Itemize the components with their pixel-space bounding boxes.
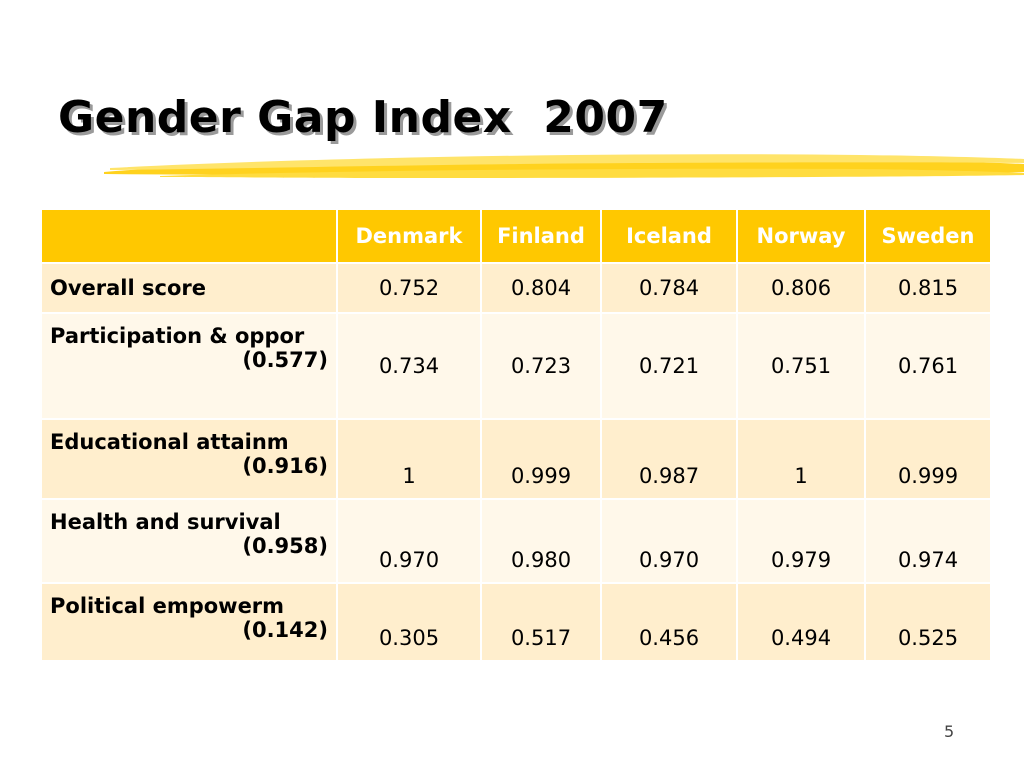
table-row-health: Health and survival (0.958) 0.970 0.980 … [42, 500, 990, 582]
row-label: Participation & oppor [50, 324, 305, 348]
column-header-iceland: Iceland [602, 210, 736, 262]
column-header-denmark: Denmark [338, 210, 480, 262]
value-cell: 0.999 [482, 420, 600, 498]
table-row-overall-score: Overall score 0.752 0.804 0.784 0.806 0.… [42, 264, 990, 312]
row-subscore: (0.577) [242, 348, 328, 372]
value-cell: 0.980 [482, 500, 600, 582]
row-label: Health and survival [50, 510, 281, 534]
value-cell: 0.525 [866, 584, 990, 660]
value-cell: 0.517 [482, 584, 600, 660]
value-cell: 0.806 [738, 264, 864, 312]
value-cell: 0.752 [338, 264, 480, 312]
value-cell: 0.999 [866, 420, 990, 498]
row-label-cell: Political empowerm (0.142) [42, 584, 336, 660]
value-cell: 0.456 [602, 584, 736, 660]
value-cell: 0.979 [738, 500, 864, 582]
table-header-row: Denmark Finland Iceland Norway Sweden [42, 210, 990, 262]
table-row-participation: Participation & oppor (0.577) 0.734 0.72… [42, 314, 990, 418]
row-label: Educational attainm [50, 430, 289, 454]
row-label-cell: Health and survival (0.958) [42, 500, 336, 582]
value-cell: 0.974 [866, 500, 990, 582]
slide-title: Gender Gap Index 2007 [58, 92, 668, 143]
column-header-norway: Norway [738, 210, 864, 262]
value-cell: 0.751 [738, 314, 864, 418]
row-subscore: (0.142) [242, 618, 328, 642]
column-header-sweden: Sweden [866, 210, 990, 262]
value-cell: 0.970 [338, 500, 480, 582]
value-cell: 0.987 [602, 420, 736, 498]
value-cell: 0.305 [338, 584, 480, 660]
value-cell: 0.721 [602, 314, 736, 418]
value-cell: 0.761 [866, 314, 990, 418]
value-cell: 0.734 [338, 314, 480, 418]
table-row-political: Political empowerm (0.142) 0.305 0.517 0… [42, 584, 990, 660]
row-label-cell: Participation & oppor (0.577) [42, 314, 336, 418]
value-cell: 0.723 [482, 314, 600, 418]
page-number: 5 [944, 722, 955, 741]
table-row-educational: Educational attainm (0.916) 1 0.999 0.98… [42, 420, 990, 498]
header-corner-cell [42, 210, 336, 262]
value-cell: 0.970 [602, 500, 736, 582]
value-cell: 1 [738, 420, 864, 498]
row-subscore: (0.916) [242, 454, 328, 478]
row-label-cell: Overall score [42, 264, 336, 312]
title-underline-stroke [104, 154, 1024, 178]
row-label: Political empowerm [50, 594, 285, 618]
value-cell: 0.815 [866, 264, 990, 312]
row-subscore: (0.958) [242, 534, 328, 558]
row-label: Overall score [50, 276, 206, 300]
value-cell: 0.804 [482, 264, 600, 312]
value-cell: 0.784 [602, 264, 736, 312]
value-cell: 1 [338, 420, 480, 498]
row-label-cell: Educational attainm (0.916) [42, 420, 336, 498]
value-cell: 0.494 [738, 584, 864, 660]
column-header-finland: Finland [482, 210, 600, 262]
gender-gap-table: Denmark Finland Iceland Norway Sweden Ov… [40, 208, 992, 662]
